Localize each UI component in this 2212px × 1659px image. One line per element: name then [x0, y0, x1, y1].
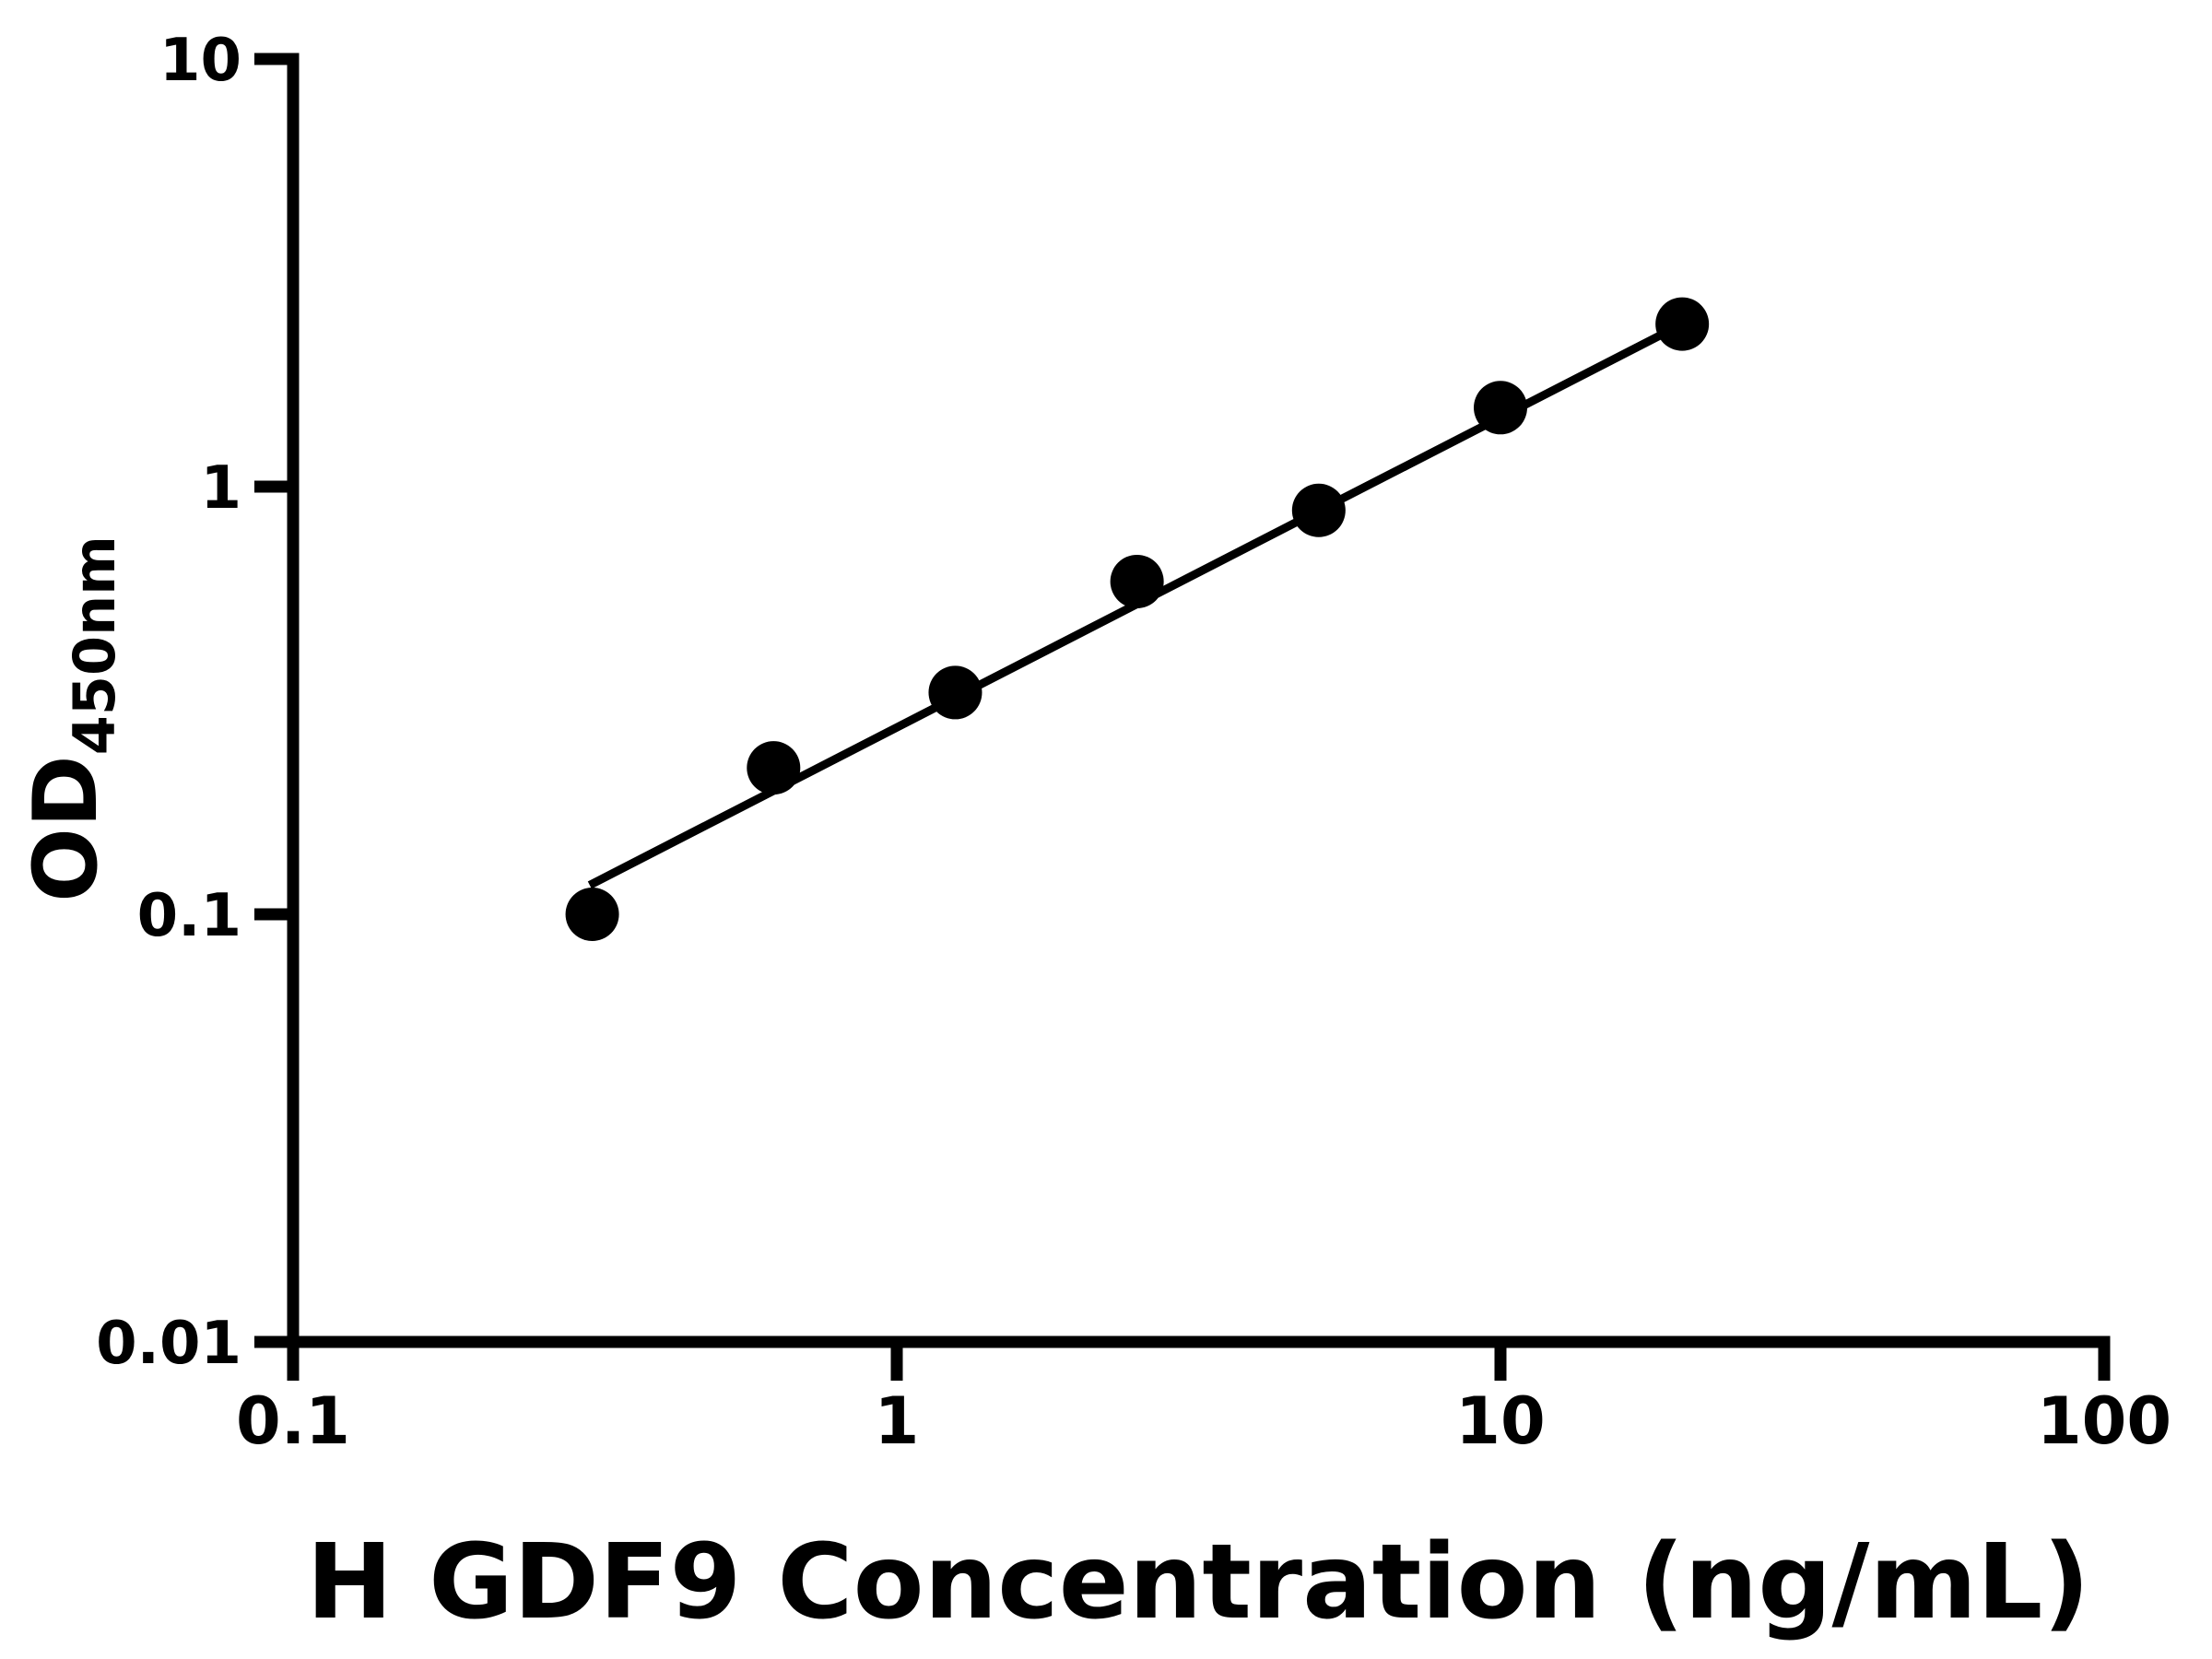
data-point-marker	[1291, 483, 1346, 537]
data-points-layer	[565, 297, 1710, 941]
x-tick-label: 100	[2037, 1383, 2171, 1459]
data-point-marker	[928, 665, 982, 720]
y-axis-title-subscript: 450nm	[61, 535, 128, 755]
data-point-marker	[565, 888, 619, 941]
y-axis-title: OD450nm	[16, 535, 128, 902]
data-point-marker	[747, 741, 801, 795]
x-tick-label: 0.1	[236, 1383, 350, 1459]
y-tick-label: 0.01	[96, 1310, 241, 1378]
y-axis-title-main: OD	[16, 755, 117, 902]
data-point-marker	[1655, 297, 1710, 351]
data-point-marker	[1474, 381, 1527, 435]
y-tick-label: 0.1	[137, 882, 241, 950]
x-tick-label: 10	[1455, 1383, 1545, 1459]
x-tick-label: 1	[875, 1383, 920, 1459]
x-axis-title: H GDF9 Concentration (ng/mL)	[306, 1523, 2089, 1642]
y-tick-label: 1	[200, 454, 241, 523]
data-point-marker	[1110, 554, 1164, 608]
y-tick-label: 10	[159, 27, 241, 95]
